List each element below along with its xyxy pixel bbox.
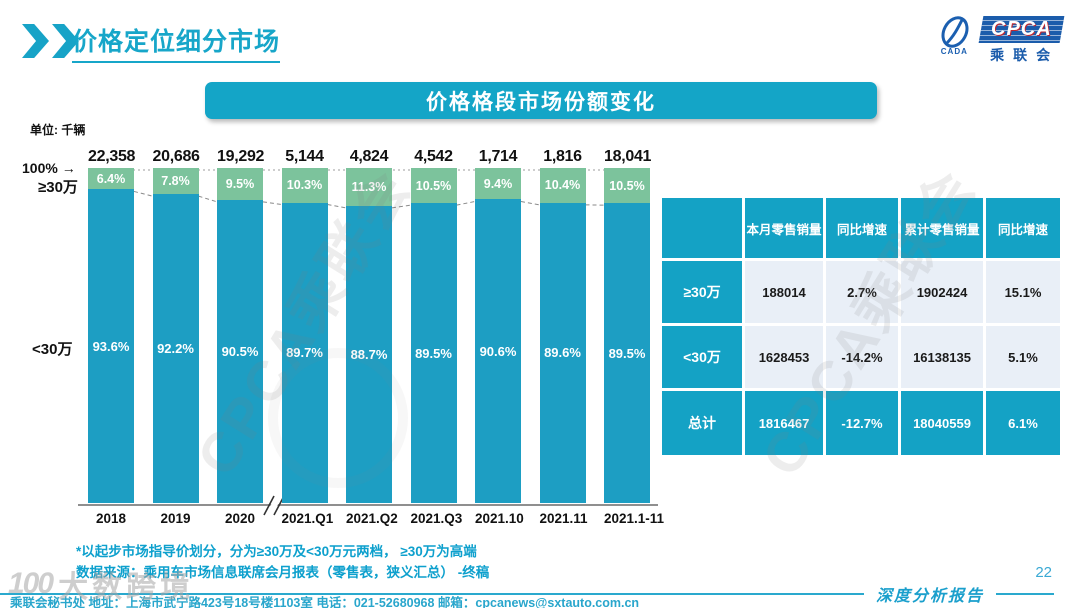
segment-ge30wan: 6.4% — [88, 168, 134, 190]
bar-column-2021.10: 1,714 9.4% 90.6% 2021.10 — [475, 146, 524, 526]
bar-column-2021.Q3: 4,542 10.5% 89.5% 2021.Q3 — [410, 146, 463, 526]
bar-column-2019: 20,686 7.8% 92.2% 2019 — [152, 146, 200, 526]
footer-contact: 乘联会秘书处 地址：上海市武宁路423号18号楼1103室 电话：021-526… — [10, 596, 640, 608]
table-header-cell: 同比增速 — [826, 198, 898, 258]
footer-divider: 深度分析报告 — [0, 582, 1080, 606]
table-header-cell: 同比增速 — [986, 198, 1060, 258]
segment-ge30wan: 10.3% — [281, 168, 328, 203]
cpca-emblem: CADA — [932, 16, 976, 56]
table-cell: 15.1% — [986, 261, 1060, 323]
segment-lt30wan: 89.5% — [410, 203, 457, 503]
sales-table: 本月零售销量 同比增速 累计零售销量 同比增速 ≥30万 188014 2.7% 190242… — [662, 198, 1060, 455]
table-cell: 2.7% — [826, 261, 898, 323]
y-top-label: 100% — [22, 160, 58, 176]
segment-lt30wan: 93.6% — [88, 189, 134, 503]
x-axis-label: 2021.11 — [539, 510, 588, 526]
table-cell: 16138135 — [901, 326, 983, 388]
bar-column-2021.1-11: 18,041 10.5% 89.5% 2021.1-11 — [604, 146, 665, 526]
bar-total-label: 19,292 — [217, 148, 265, 165]
segment-lt30wan: 89.7% — [281, 202, 328, 503]
upper-segment-label: ≥30万 — [38, 179, 78, 196]
cpca-wordmark: CPCA 乘联会 — [978, 16, 1065, 65]
x-axis-label: 2021.Q3 — [410, 510, 463, 526]
segment-ge30wan: 9.5% — [217, 168, 263, 200]
segment-lt30wan: 90.5% — [217, 199, 263, 503]
bar-total-label: 22,358 — [88, 148, 136, 165]
table-cell: 188014 — [745, 261, 823, 323]
lower-segment-label: <30万 — [32, 341, 73, 358]
bar-column-2018: 22,358 6.4% 93.6% 2018 — [88, 146, 136, 526]
swoosh-icon — [941, 16, 969, 48]
cpca-acronym: CPCA — [991, 18, 1052, 40]
bar-total-label: 20,686 — [152, 148, 200, 165]
bar-column-2021.Q2: 4,824 11.3% 88.7% 2021.Q2 — [346, 146, 398, 526]
title-chevrons — [22, 24, 82, 58]
cpca-logo: CADA CPCA 乘联会 — [932, 16, 1065, 65]
table-cell: -12.7% — [826, 391, 898, 455]
segment-ge30wan: 9.4% — [475, 168, 521, 200]
table-cell: 1816467 — [745, 391, 823, 455]
segment-lt30wan: 89.5% — [604, 203, 650, 503]
segment-ge30wan: 10.5% — [410, 168, 457, 204]
bar-total-label: 1,714 — [478, 148, 518, 165]
footnote: *以起步市场指导价划分，分为≥30万及<30万元两档， ≥30万为高端 — [76, 544, 477, 559]
divider-line — [0, 593, 864, 595]
page-number: 22 — [1035, 564, 1052, 581]
page-title: 价格定位细分市场 — [72, 22, 281, 63]
table-cell: 18040559 — [901, 391, 983, 455]
unit-label: 单位: 千辆 — [30, 123, 86, 137]
x-axis-label: 2021.Q1 — [281, 510, 334, 526]
x-axis-label: 2019 — [160, 510, 191, 526]
x-axis-label: 2021.10 — [475, 510, 524, 526]
table-cell: 1902424 — [901, 261, 983, 323]
segment-ge30wan: 10.5% — [604, 168, 650, 204]
chart-title-banner: 价格格段市场份额变化 — [205, 82, 877, 119]
bar-total-label: 5,144 — [285, 148, 324, 165]
segment-lt30wan: 90.6% — [475, 199, 521, 503]
table-corner-cell — [662, 198, 742, 258]
bar-column-2020: 19,292 9.5% 90.5% 2020 — [217, 146, 265, 526]
segment-ge30wan: 11.3% — [346, 168, 392, 206]
x-axis-label: 2018 — [95, 510, 127, 526]
divider-line — [996, 593, 1054, 595]
segment-ge30wan: 7.8% — [152, 168, 199, 195]
segment-lt30wan: 89.6% — [539, 202, 586, 503]
segment-ge30wan: 10.4% — [539, 168, 586, 203]
bar-total-label: 4,824 — [349, 148, 389, 165]
bar-total-label: 4,542 — [414, 148, 453, 165]
stacked-bar-chart: 22,358 6.4% 93.6% 2018 20,686 7.8% 92.2% 2019 19… — [78, 146, 665, 546]
segment-lt30wan: 92.2% — [152, 194, 199, 503]
emblem-caption: CADA — [940, 47, 968, 56]
x-axis-label: 2021.Q2 — [346, 510, 398, 526]
table-row-label: 总计 — [662, 391, 742, 455]
y-axis-100-label: 100% → — [22, 160, 76, 176]
org-name: 乘联会 — [990, 47, 1060, 63]
table-row-label: <30万 — [662, 326, 742, 388]
table-header-cell: 累计零售销量 — [901, 198, 983, 258]
bar-total-label: 18,041 — [604, 148, 652, 165]
table-cell: 1628453 — [745, 326, 823, 388]
segment-lt30wan: 88.7% — [346, 205, 392, 503]
table-cell: 5.1% — [986, 326, 1060, 388]
cpca-acronym-box: CPCA — [978, 16, 1065, 43]
table-header-cell: 本月零售销量 — [745, 198, 823, 258]
x-axis-line — [78, 504, 658, 506]
x-axis-label: 2021.1-11 — [604, 510, 665, 526]
chevron-right-icon — [22, 24, 49, 58]
bar-column-2021.11: 1,816 10.4% 89.6% 2021.11 — [539, 146, 588, 526]
right-arrow-icon: → — [61, 160, 76, 176]
x-axis-label: 2020 — [224, 510, 256, 526]
report-type-label: 深度分析报告 — [875, 588, 984, 605]
data-source-note: 数据来源：乘用车市场信息联席会月报表（零售表，狭义汇总） -终稿 — [76, 565, 490, 580]
table-cell: -14.2% — [826, 326, 898, 388]
table-row-label: ≥30万 — [662, 261, 742, 323]
bar-total-label: 1,816 — [543, 148, 582, 165]
bar-column-2021.Q1: 5,144 10.3% 89.7% 2021.Q1 — [281, 146, 334, 526]
table-cell: 6.1% — [986, 391, 1060, 455]
